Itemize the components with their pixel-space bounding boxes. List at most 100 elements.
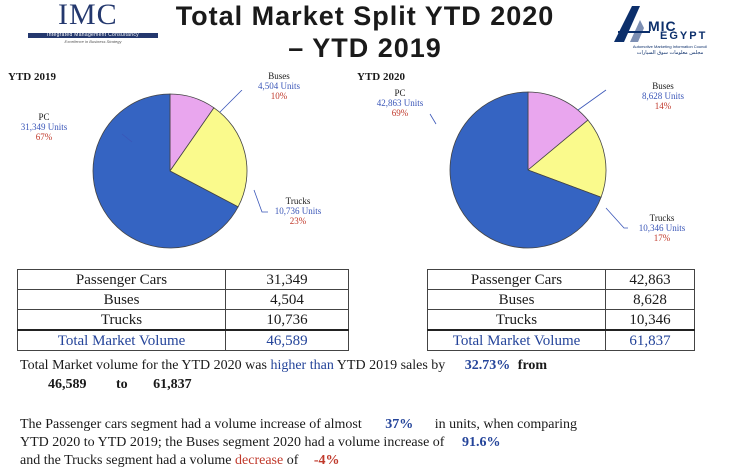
- leader-line-2020-pc: [429, 113, 437, 125]
- label-2020-trucks-units: 10,346 Units: [638, 223, 686, 233]
- chart-2019-title: YTD 2019: [8, 71, 56, 83]
- label-2020-buses-units: 8,628 Units: [641, 91, 684, 101]
- leader-line-2019-buses: [219, 90, 243, 113]
- imc-logo-name: IMC: [58, 0, 118, 31]
- imc-logo-subtitle: Integrated Management Consultancy: [47, 32, 139, 38]
- amic-logo-arabic: مجلس معلومات سوق السيارات: [636, 50, 704, 56]
- page-title-line1: Total Market Split YTD 2020: [175, 1, 555, 31]
- table-ytd-2020: Passenger Cars 42,863 Buses 8,628 Trucks…: [427, 269, 695, 351]
- page-title: Total Market Split YTD 2020 – YTD 2019: [150, 0, 580, 64]
- total-label: Total Market Volume: [17, 329, 226, 351]
- label-2019-buses-percent: 10%: [270, 91, 288, 101]
- row-label: Passenger Cars: [17, 269, 226, 290]
- label-2020-pc-name: PC: [394, 88, 406, 98]
- label-2020-trucks-percent: 17%: [653, 233, 671, 243]
- label-2019-buses: Buses 4,504 Units 10%: [244, 71, 314, 101]
- table-row: Buses 4,504: [17, 289, 349, 310]
- row-value: 8,628: [605, 289, 695, 310]
- amic-logo-egypt: EGYPT: [660, 30, 708, 42]
- segment-line-2: YTD 2020 to YTD 2019; the Buses segment …: [20, 434, 740, 452]
- label-2019-buses-name: Buses: [268, 71, 290, 81]
- summary-from: from: [517, 358, 548, 373]
- label-2020-buses-percent: 14%: [654, 101, 672, 111]
- amic-logo-icon: [614, 6, 650, 42]
- table-row: Passenger Cars 31,349: [17, 269, 349, 290]
- segment-text: of: [283, 453, 299, 468]
- amic-logo-subtitle: Automotive Marketing Information Council: [632, 44, 708, 49]
- segment-line-3: and the Trucks segment had a volume decr…: [20, 452, 740, 470]
- leader-line-2020-trucks: [605, 207, 628, 229]
- pie-chart-2019: [92, 90, 268, 249]
- row-value: 31,349: [225, 269, 349, 290]
- summary-highlight: higher than: [270, 358, 334, 373]
- label-2019-pc: PC 31,349 Units 67%: [14, 112, 74, 142]
- label-2019-pc-units: 31,349 Units: [20, 122, 68, 132]
- total-value: 61,837: [605, 329, 695, 351]
- pie-slice-buses: [527, 91, 589, 171]
- label-2019-trucks-name: Trucks: [285, 196, 311, 206]
- label-2020-pc-percent: 69%: [391, 108, 409, 118]
- amic-logo-text: MIC: [648, 18, 677, 34]
- summary-growth-percent: 32.73%: [464, 358, 511, 373]
- table-total-row: Total Market Volume 61,837: [427, 329, 695, 351]
- label-2019-trucks-percent: 23%: [289, 216, 307, 226]
- leader-line-2020-buses: [577, 89, 607, 111]
- label-2019-trucks: Trucks 10,736 Units 23%: [262, 196, 334, 226]
- table-row: Trucks 10,346: [427, 309, 695, 331]
- segment-text: The Passenger cars segment had a volume …: [20, 417, 362, 432]
- pie-2019-slices: [92, 93, 248, 249]
- pie-slice-pc: [449, 91, 602, 249]
- summary-line-1: Total Market volume for the YTD 2020 was…: [20, 357, 740, 375]
- row-label: Trucks: [17, 309, 226, 331]
- summary-to: to: [116, 377, 128, 392]
- row-value: 10,346: [605, 309, 695, 331]
- pie-2020-slices: [449, 91, 607, 249]
- label-2020-trucks: Trucks 10,346 Units 17%: [626, 213, 698, 243]
- trucks-decrease-percent: -4%: [313, 453, 340, 468]
- table-row: Trucks 10,736: [17, 309, 349, 331]
- row-label: Buses: [17, 289, 226, 310]
- pie-2019-leaders: [121, 90, 268, 213]
- chart-2020-title: YTD 2020: [357, 71, 405, 83]
- label-2020-trucks-name: Trucks: [649, 213, 675, 223]
- leader-line-2019-trucks: [253, 189, 268, 213]
- row-value: 4,504: [225, 289, 349, 310]
- label-2020-pc-units: 42,863 Units: [376, 98, 424, 108]
- label-2019-pc-percent: 67%: [35, 132, 53, 142]
- pc-increase-percent: 37%: [385, 417, 414, 432]
- summary-line-2: 46,589 to 61,837: [48, 376, 348, 394]
- summary-text: Total Market volume for the YTD 2020 was: [20, 358, 271, 373]
- segment-line-1: The Passenger cars segment had a volume …: [20, 416, 740, 434]
- label-2019-trucks-units: 10,736 Units: [274, 206, 322, 216]
- table-ytd-2019: Passenger Cars 31,349 Buses 4,504 Trucks…: [17, 269, 349, 351]
- label-2020-buses-name: Buses: [652, 81, 674, 91]
- summary-volume-from: 46,589: [48, 377, 87, 392]
- buses-increase-percent: 91.6%: [461, 435, 501, 450]
- summary-volume-to: 61,837: [153, 377, 192, 392]
- leader-line-2019-pc: [121, 133, 133, 143]
- row-value: 42,863: [605, 269, 695, 290]
- segment-text: in units, when comparing: [434, 417, 578, 432]
- label-2020-buses: Buses 8,628 Units 14%: [628, 81, 698, 111]
- row-label: Buses: [427, 289, 606, 310]
- label-2019-buses-units: 4,504 Units: [257, 81, 300, 91]
- label-2020-pc: PC 42,863 Units 69%: [365, 88, 435, 118]
- row-label: Trucks: [427, 309, 606, 331]
- total-value: 46,589: [225, 329, 349, 351]
- pie-slice-trucks: [169, 107, 248, 208]
- pie-2020-leaders: [429, 89, 628, 229]
- page-title-line2: – YTD 2019: [288, 33, 442, 63]
- label-2019-pc-name: PC: [38, 112, 50, 122]
- row-label: Passenger Cars: [427, 269, 606, 290]
- pie-chart-2020: [429, 89, 628, 249]
- segment-decrease-word: decrease: [235, 453, 284, 468]
- imc-logo-bar: [28, 33, 158, 38]
- summary-text: YTD 2019 sales by: [333, 358, 446, 373]
- segment-text: and the Trucks segment had a volume: [20, 453, 236, 468]
- imc-logo-tagline: Excellence in Business Strategy: [64, 39, 122, 44]
- pie-slice-pc: [92, 93, 239, 249]
- row-value: 10,736: [225, 309, 349, 331]
- table-row: Buses 8,628: [427, 289, 695, 310]
- table-row: Passenger Cars 42,863: [427, 269, 695, 290]
- total-label: Total Market Volume: [427, 329, 606, 351]
